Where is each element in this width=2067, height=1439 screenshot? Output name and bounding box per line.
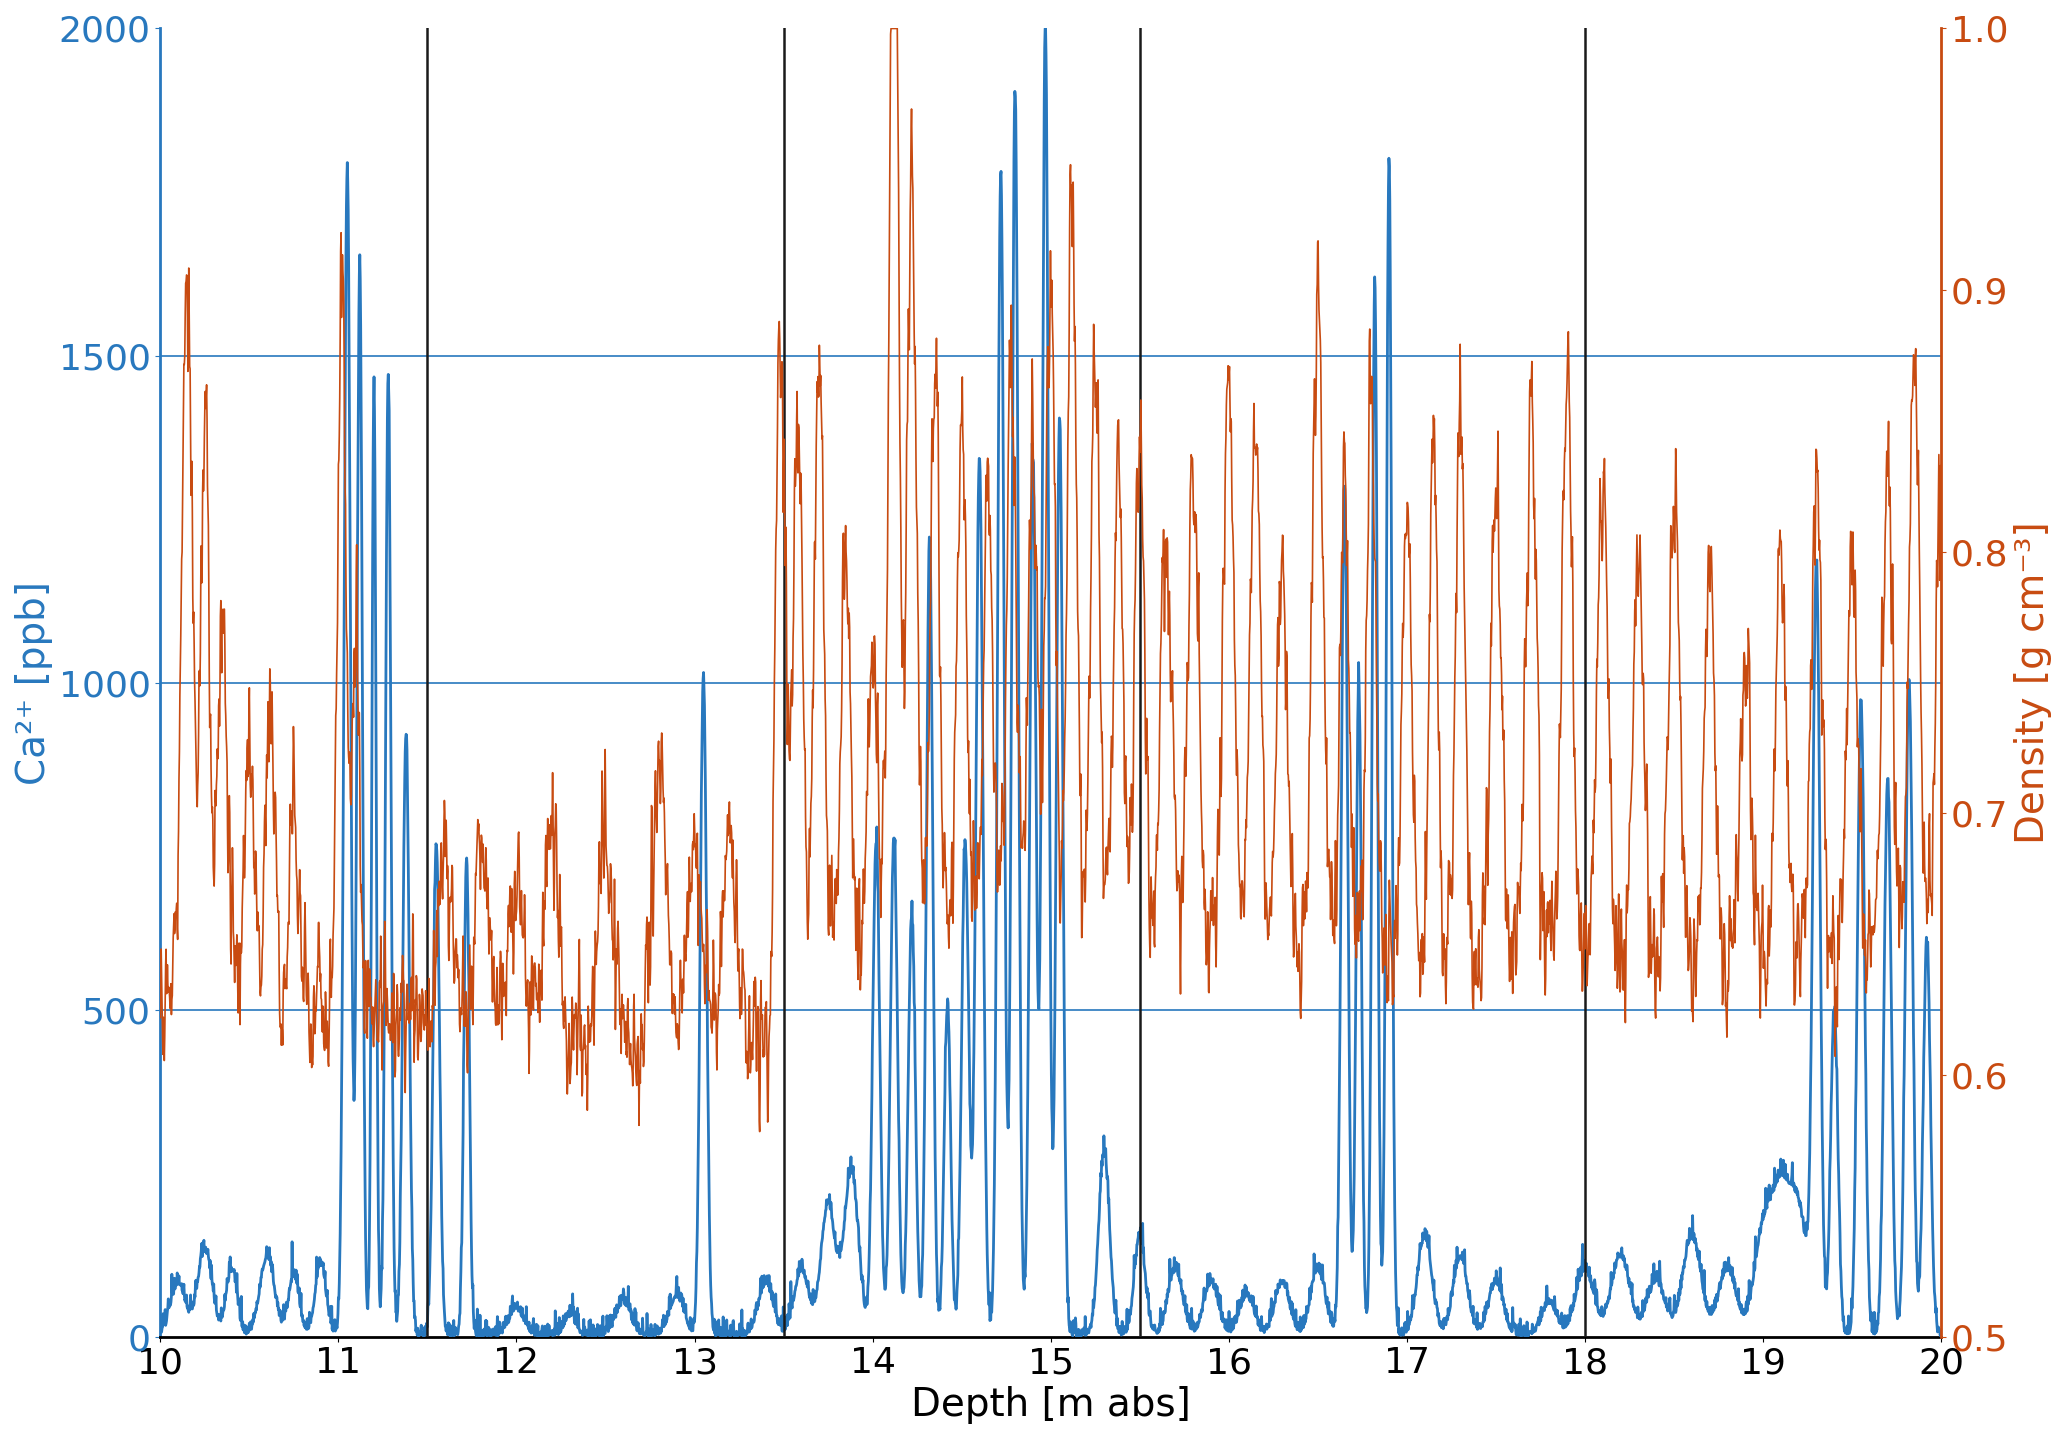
X-axis label: Depth [m abs]: Depth [m abs] bbox=[912, 1386, 1191, 1425]
Y-axis label: Density [g cm⁻³]: Density [g cm⁻³] bbox=[2013, 521, 2053, 845]
Y-axis label: Ca²⁺ [ppb]: Ca²⁺ [ppb] bbox=[14, 580, 54, 784]
